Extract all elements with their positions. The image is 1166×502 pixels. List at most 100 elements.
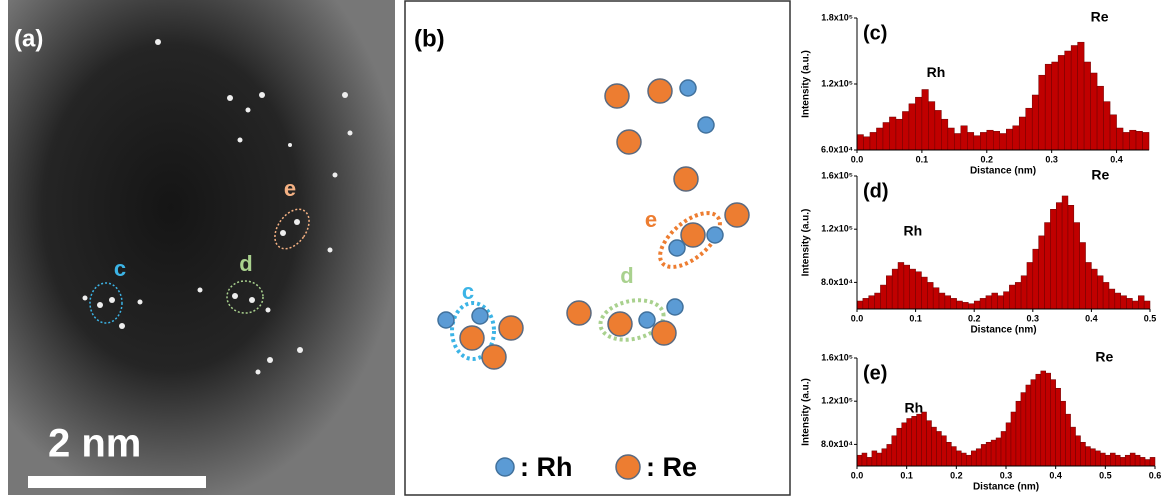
rh-atoms xyxy=(437,79,724,329)
bar xyxy=(956,300,963,310)
bar xyxy=(1080,441,1086,467)
bar xyxy=(1012,125,1020,151)
bar xyxy=(1050,379,1056,467)
bar xyxy=(1057,55,1065,151)
bar xyxy=(1100,452,1106,467)
bar xyxy=(856,300,864,310)
bar xyxy=(909,268,916,310)
panel-label: (e) xyxy=(863,362,887,384)
bar xyxy=(1025,384,1032,467)
bar xyxy=(1075,435,1081,467)
bar xyxy=(921,411,927,467)
y-tick-label: 6.0x10⁴ xyxy=(821,144,853,154)
bar xyxy=(1000,431,1007,467)
bar xyxy=(993,131,1001,151)
bar xyxy=(931,426,937,467)
bar xyxy=(1085,446,1091,467)
bar xyxy=(1065,413,1071,467)
bar xyxy=(1077,41,1085,151)
y-axis-label: Intensity (a.u.) xyxy=(801,50,812,118)
ellipse-d xyxy=(226,280,264,314)
panel-frame xyxy=(404,0,791,496)
bar xyxy=(932,287,940,310)
bar xyxy=(882,122,890,151)
bar xyxy=(968,303,975,310)
bar xyxy=(951,446,957,467)
bar xyxy=(999,133,1007,151)
bar xyxy=(1105,454,1111,467)
bar xyxy=(1143,300,1151,310)
bar xyxy=(1044,222,1051,310)
bar xyxy=(944,295,952,310)
x-tick-label: 0.6 xyxy=(1149,470,1162,480)
bar xyxy=(1083,61,1091,151)
bar xyxy=(936,431,942,467)
x-tick-label: 0.5 xyxy=(1099,470,1112,480)
bar xyxy=(897,262,905,310)
y-tick-label: 1.6x10⁵ xyxy=(821,352,853,362)
bar xyxy=(1103,101,1111,151)
bar xyxy=(980,444,987,467)
bar xyxy=(902,111,910,151)
bar xyxy=(1055,202,1063,310)
x-tick-label: 0.4 xyxy=(1110,154,1123,164)
annotation: Re xyxy=(1095,349,1113,365)
panel-b: (b) c d e : Rh : Re xyxy=(404,0,791,496)
bar xyxy=(1050,209,1057,310)
bar xyxy=(1139,457,1146,467)
bar xyxy=(947,127,955,151)
bar xyxy=(934,110,942,151)
scale-bar xyxy=(28,476,206,488)
bar xyxy=(1038,74,1046,151)
bar xyxy=(1032,248,1039,310)
bar xyxy=(1030,379,1037,467)
bar xyxy=(876,127,884,151)
bar xyxy=(979,298,987,310)
y-tick-label: 1.2x10⁵ xyxy=(821,78,853,88)
bar xyxy=(928,101,936,151)
x-axis-label: Distance (nm) xyxy=(973,482,1039,493)
bar xyxy=(1132,300,1139,310)
bar xyxy=(1005,128,1013,151)
x-tick-label: 0.2 xyxy=(981,154,994,164)
bar xyxy=(1085,262,1092,310)
bar xyxy=(1061,195,1069,310)
x-tick-label: 0.0 xyxy=(851,313,864,323)
panel-label: (a) xyxy=(14,25,43,52)
bar xyxy=(926,420,932,467)
bar xyxy=(1079,242,1086,310)
panel-a: c d e (a) 2 nm xyxy=(8,0,395,495)
bar xyxy=(1060,400,1066,467)
bar xyxy=(1018,116,1026,151)
ellipse-c xyxy=(89,282,123,324)
bar xyxy=(863,136,871,151)
bar xyxy=(906,418,912,467)
bar xyxy=(1025,107,1033,151)
x-tick-label: 0.3 xyxy=(1000,470,1013,480)
bar xyxy=(986,129,994,151)
bar xyxy=(1097,275,1104,310)
bar xyxy=(891,268,899,310)
bar xyxy=(938,292,946,310)
bar xyxy=(1003,291,1010,310)
bar xyxy=(1064,50,1072,151)
bar xyxy=(874,292,881,310)
bar xyxy=(1038,235,1045,310)
bar xyxy=(1109,114,1117,151)
x-tick-label: 0.1 xyxy=(900,470,913,480)
bar xyxy=(1091,268,1098,310)
bar xyxy=(916,413,922,467)
y-tick-label: 1.8x10⁵ xyxy=(821,12,853,22)
bar xyxy=(980,132,988,151)
x-tick-label: 0.0 xyxy=(851,470,864,480)
bar xyxy=(941,118,949,151)
x-tick-label: 0.4 xyxy=(1049,470,1062,480)
scale-bar-label: 2 nm xyxy=(48,422,141,466)
bar xyxy=(1129,452,1136,467)
bar xyxy=(967,132,975,151)
y-tick-label: 1.6x10⁵ xyxy=(821,170,853,180)
y-tick-label: 8.0x10⁴ xyxy=(821,277,853,287)
ellipse-label: e xyxy=(645,207,657,232)
bar xyxy=(1138,295,1145,310)
